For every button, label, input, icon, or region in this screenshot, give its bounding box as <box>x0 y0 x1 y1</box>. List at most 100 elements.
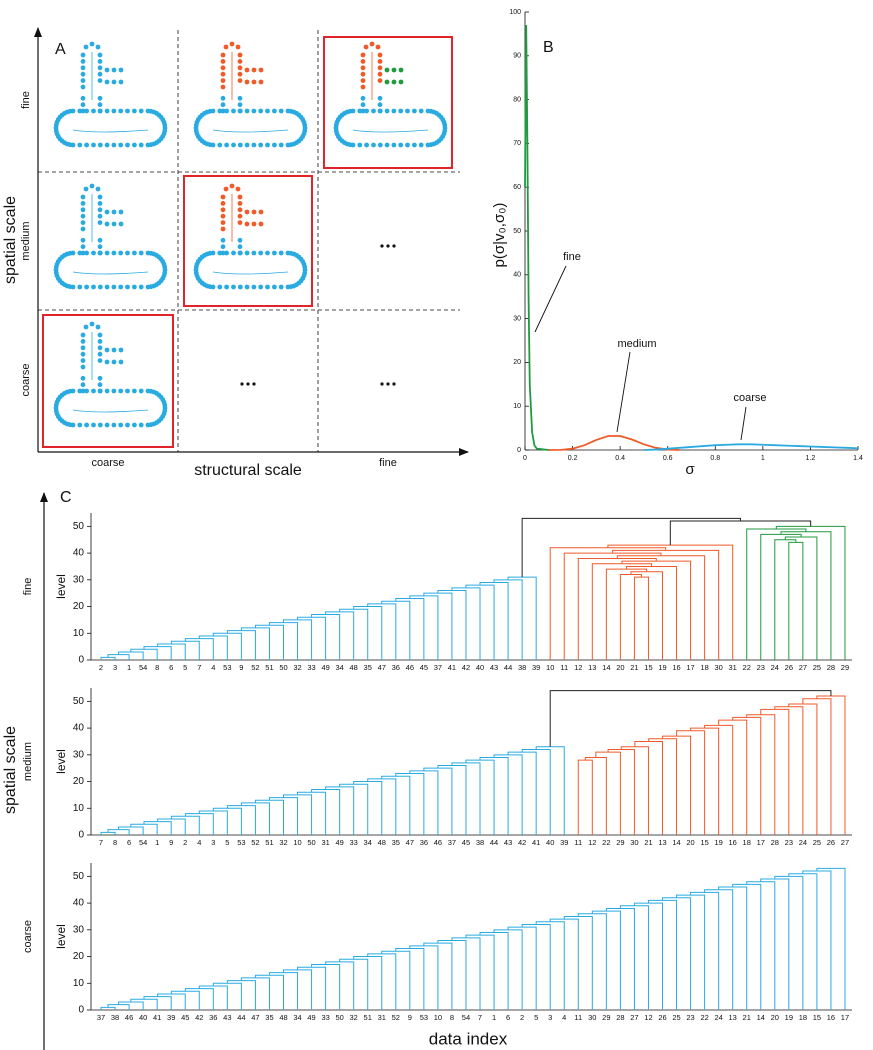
shape-dot <box>125 108 130 114</box>
shape-dot <box>97 284 103 290</box>
shape-dot <box>251 209 257 215</box>
x-tick-label: 1 <box>761 455 765 462</box>
shape-dot <box>251 221 257 227</box>
dendrogram-link <box>619 573 642 660</box>
leaf-label: 45 <box>462 838 470 847</box>
skeleton-line <box>352 129 429 133</box>
leaf-label: 20 <box>616 663 624 672</box>
shape-dot <box>384 142 390 148</box>
shape-dot <box>377 65 383 71</box>
shape-dot <box>104 347 110 353</box>
shape-dot <box>377 108 383 114</box>
leaf-label: 42 <box>195 1013 203 1022</box>
y-tick-label: 10 <box>73 628 85 639</box>
leaf-label: 49 <box>321 663 329 672</box>
y-level-label: medium <box>20 221 32 260</box>
shape-dot <box>405 108 410 114</box>
shape-dot <box>83 324 89 330</box>
leaf-label: 1 <box>155 838 159 847</box>
shape-dot <box>363 44 369 50</box>
leaf-label: 52 <box>251 663 259 672</box>
shape-dot <box>118 108 124 114</box>
series-line <box>524 25 549 451</box>
leaf-label: 11 <box>574 838 582 847</box>
dendrogram-link <box>633 576 649 660</box>
y-tick-label: 90 <box>513 53 521 60</box>
shape-dot <box>145 284 151 290</box>
leaf-label: 45 <box>420 663 428 672</box>
shape-dot <box>80 345 86 351</box>
row-label: fine <box>22 578 34 596</box>
shape-dot <box>377 95 383 101</box>
shape-dot <box>97 142 103 148</box>
leaf-label: 31 <box>321 838 329 847</box>
shape-dot <box>80 71 86 77</box>
shape-dot <box>220 250 226 256</box>
shape-dot <box>97 71 103 77</box>
leaf-label: 26 <box>785 663 793 672</box>
shape-dot <box>80 65 86 71</box>
shape-dot <box>224 284 229 290</box>
leaf-label: 29 <box>616 838 624 847</box>
y-tick-label: 0 <box>517 447 521 454</box>
y-tick-label: 60 <box>513 184 521 191</box>
shape-dot <box>132 142 137 148</box>
leaf-label: 6 <box>169 663 173 672</box>
shape-dot <box>95 324 101 330</box>
shape-dot <box>231 142 236 148</box>
leaf-label: 1 <box>492 1013 496 1022</box>
leaf-label: 34 <box>364 838 372 847</box>
skeleton-line <box>72 271 149 275</box>
leaf-label: 42 <box>462 663 470 672</box>
shape-dot <box>104 359 110 365</box>
shape-dot <box>405 142 410 148</box>
shape-dot <box>258 250 264 256</box>
shape-dot <box>278 284 284 290</box>
leaf-label: 33 <box>321 1013 329 1022</box>
leaf-label: 14 <box>757 1013 765 1022</box>
shape-dot <box>91 284 96 290</box>
shape-dot <box>251 142 257 148</box>
panel-label: B <box>543 39 554 56</box>
leaf-label: 30 <box>630 838 638 847</box>
shape-dot <box>357 142 363 148</box>
leaf-label: 7 <box>99 838 103 847</box>
shape-dot <box>272 142 277 148</box>
shape-dot <box>360 59 366 64</box>
shape-dot <box>80 108 86 114</box>
shape-dot <box>391 142 397 148</box>
leaf-label: 37 <box>97 1013 105 1022</box>
shape-dot <box>384 108 390 114</box>
shape-dot <box>384 67 390 73</box>
shape-dot <box>80 102 86 108</box>
y-axis-title: p(σ|v₀,σ₀) <box>491 203 508 268</box>
dendrogram-link <box>669 520 812 546</box>
shape-dot <box>97 244 103 250</box>
shape-dot <box>118 422 124 428</box>
dendrogram-link <box>549 690 832 747</box>
shape-dot <box>118 359 124 365</box>
shape-dot <box>118 284 124 290</box>
leaf-label: 11 <box>560 663 568 672</box>
shape-dot <box>132 422 137 428</box>
shape-dot <box>111 347 117 353</box>
shape-dot <box>371 108 376 114</box>
shape-dot <box>67 388 73 394</box>
shape-dot <box>237 284 243 290</box>
shape-dot <box>237 213 243 219</box>
leaf-label: 27 <box>799 663 807 672</box>
shape-dot <box>84 108 89 114</box>
shape-dot <box>347 108 353 114</box>
leaf-label: 27 <box>630 1013 638 1022</box>
leaf-label: 28 <box>771 838 779 847</box>
shape-dot <box>80 59 86 64</box>
shape-dot <box>220 71 226 77</box>
leaf-label: 23 <box>785 838 793 847</box>
y-tick-label: 70 <box>513 140 521 147</box>
leaf-label: 19 <box>658 663 666 672</box>
shape-figure <box>333 41 448 148</box>
shape-dot <box>412 108 417 114</box>
leaf-label: 38 <box>111 1013 119 1022</box>
shape-dot <box>231 250 236 256</box>
shape-dot <box>229 41 235 47</box>
